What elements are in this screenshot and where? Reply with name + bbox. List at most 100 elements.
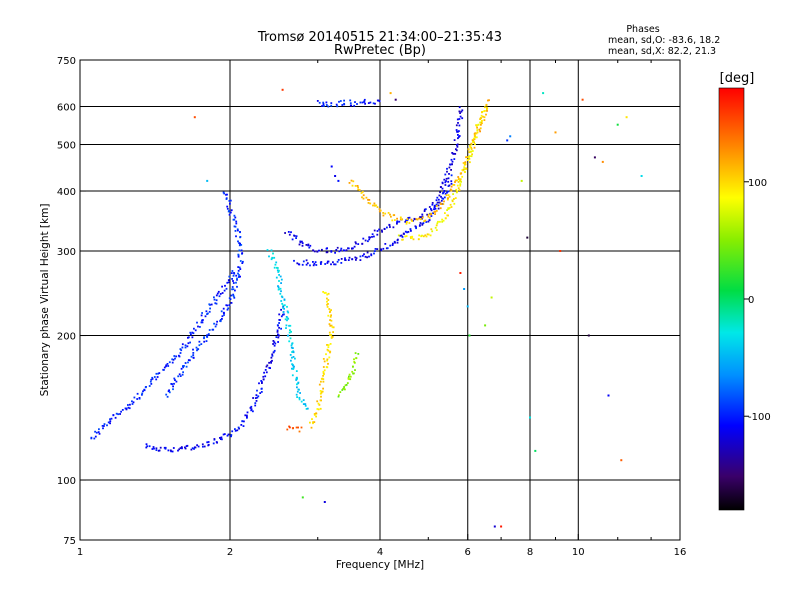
data-point (310, 426, 313, 429)
data-point (312, 422, 314, 425)
data-point (102, 427, 104, 430)
data-point (175, 355, 178, 358)
data-point (192, 354, 195, 356)
data-point (345, 249, 348, 252)
data-point (235, 281, 237, 284)
data-point (172, 358, 175, 361)
data-point (471, 153, 473, 156)
data-point (431, 203, 434, 206)
data-point (335, 249, 338, 251)
data-point (363, 253, 365, 256)
data-point (277, 271, 280, 273)
data-point (311, 418, 313, 420)
data-point (355, 357, 357, 360)
data-point (456, 179, 458, 182)
data-point (112, 414, 115, 416)
data-point (330, 104, 333, 107)
data-point (479, 118, 481, 120)
data-point (355, 257, 358, 259)
data-point (221, 318, 223, 320)
data-point (329, 311, 331, 313)
data-point (298, 430, 301, 433)
scatter-point (625, 116, 628, 119)
data-point (292, 368, 295, 370)
data-point (472, 141, 474, 143)
data-point (382, 214, 385, 217)
data-point (178, 373, 181, 376)
x-axis-ticks: 1 2 4 6 8 10 16 (77, 60, 686, 558)
data-point (458, 118, 461, 120)
data-point (131, 403, 134, 405)
data-point (419, 224, 421, 226)
data-point (191, 331, 194, 334)
data-point (371, 233, 374, 236)
data-point (440, 195, 442, 198)
x-tick-label: 2 (227, 547, 233, 558)
data-point (374, 102, 376, 105)
data-point (283, 304, 286, 307)
data-point (323, 292, 326, 294)
data-point (98, 432, 101, 435)
data-point (361, 190, 364, 193)
data-point (174, 379, 176, 381)
data-point (336, 246, 339, 249)
colorbar-label: [deg] (720, 71, 755, 86)
data-point (190, 333, 192, 336)
data-point (357, 243, 360, 245)
data-point (396, 221, 399, 223)
data-point (141, 392, 144, 395)
data-point (367, 198, 369, 201)
data-point (236, 278, 238, 281)
data-point (291, 238, 294, 241)
data-point (218, 295, 221, 298)
data-point (446, 167, 448, 170)
data-point (356, 185, 359, 187)
data-point (179, 348, 182, 350)
data-point (265, 365, 268, 368)
data-point (295, 370, 298, 372)
data-point (459, 178, 462, 181)
data-point (373, 229, 376, 232)
data-point (227, 281, 230, 284)
data-point (444, 212, 446, 214)
data-point (432, 212, 434, 215)
scatter-point (500, 525, 503, 528)
data-point (466, 156, 469, 158)
data-point (274, 342, 277, 345)
data-point (447, 208, 450, 210)
data-point (458, 189, 461, 191)
data-point (243, 420, 245, 423)
data-point (461, 109, 464, 112)
data-point (273, 256, 276, 259)
scatter-point (620, 459, 623, 462)
data-point (299, 241, 302, 244)
data-point (174, 357, 176, 360)
data-point (283, 313, 285, 316)
data-point (478, 128, 481, 131)
data-point (94, 430, 96, 433)
data-point (157, 372, 160, 375)
data-point (458, 130, 460, 132)
scatter-point (640, 175, 643, 177)
data-point (384, 243, 387, 245)
data-point (446, 209, 448, 211)
y-tick-label: 600 (57, 103, 76, 114)
data-point (128, 407, 131, 410)
data-point (340, 258, 343, 260)
data-point (260, 391, 263, 393)
data-point (200, 343, 203, 345)
data-point (172, 385, 174, 388)
data-point (93, 437, 96, 440)
data-point (101, 425, 104, 427)
data-point (302, 403, 305, 405)
data-point (301, 263, 304, 266)
data-point (455, 191, 458, 194)
data-point (437, 220, 439, 223)
data-point (408, 216, 411, 219)
data-point (354, 352, 357, 354)
data-point (222, 433, 225, 436)
data-point (479, 130, 481, 133)
data-point (433, 211, 436, 213)
data-point (237, 272, 239, 275)
data-point (453, 202, 456, 205)
